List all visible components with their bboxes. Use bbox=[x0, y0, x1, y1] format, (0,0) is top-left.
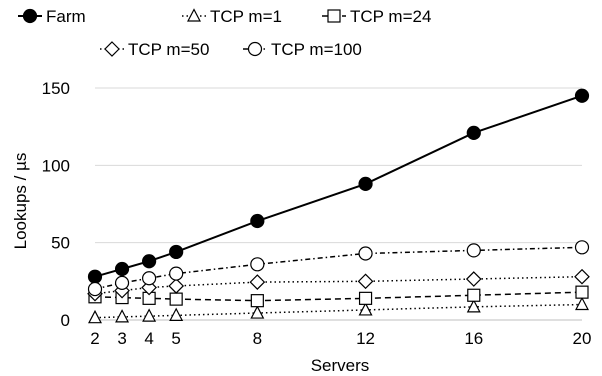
legend-marker-tcp-m-24 bbox=[327, 9, 341, 23]
data-point-farm-16 bbox=[466, 125, 481, 140]
data-point-farm-12 bbox=[358, 176, 373, 191]
x-tick-label-16: 16 bbox=[464, 329, 483, 348]
x-tick-label-8: 8 bbox=[253, 329, 262, 348]
legend-marker-tcp-m-100 bbox=[247, 41, 263, 57]
x-tick-label-20: 20 bbox=[573, 329, 592, 348]
data-point-tcp-m-100-8 bbox=[250, 257, 265, 272]
data-point-tcp-m-1-12 bbox=[358, 302, 373, 316]
x-axis-title: Servers bbox=[311, 356, 370, 375]
legend-marker-tcp-m-1 bbox=[187, 8, 201, 22]
data-point-tcp-m-50-5 bbox=[168, 278, 185, 294]
series-line-tcp-m-100 bbox=[94, 246, 583, 290]
axis-layer: 0 50 100 150 2 3 4 5 8 12 16 20 bbox=[42, 79, 592, 348]
series-layer bbox=[87, 88, 590, 324]
data-point-farm-2 bbox=[87, 269, 103, 284]
data-point-tcp-m-50-20 bbox=[574, 268, 590, 285]
data-point-tcp-m-24-5 bbox=[169, 292, 183, 306]
data-point-tcp-m-1-8 bbox=[250, 305, 265, 319]
x-tick-label-4: 4 bbox=[144, 329, 153, 348]
legend-item-tcp-m-1: TCP m=1 bbox=[182, 7, 282, 26]
data-point-tcp-m-100-20 bbox=[574, 240, 590, 255]
x-tick-label-12: 12 bbox=[356, 329, 375, 348]
data-point-farm-4 bbox=[142, 254, 157, 269]
data-point-tcp-m-1-5 bbox=[169, 307, 184, 321]
x-tick-label-3: 3 bbox=[117, 329, 126, 348]
series-line-tcp-m-1 bbox=[94, 303, 583, 319]
y-tick-label-0: 0 bbox=[61, 311, 70, 330]
legend-item-tcp-m-100: TCP m=100 bbox=[243, 40, 362, 59]
data-point-tcp-m-50-8 bbox=[249, 274, 266, 290]
legend-item-tcp-m-50: TCP m=50 bbox=[100, 40, 209, 59]
series-tcp-m-1 bbox=[88, 296, 589, 324]
series-tcp-m-50 bbox=[87, 268, 590, 302]
data-point-tcp-m-1-3 bbox=[115, 309, 130, 323]
y-tick-label-50: 50 bbox=[51, 234, 70, 253]
data-point-tcp-m-100-4 bbox=[142, 271, 157, 286]
series-tcp-m-100 bbox=[87, 240, 590, 297]
data-point-farm-3 bbox=[114, 261, 130, 277]
data-point-tcp-m-1-20 bbox=[575, 296, 589, 311]
legend-item-tcp-m-24: TCP m=24 bbox=[322, 7, 431, 26]
data-point-tcp-m-24-20 bbox=[575, 285, 589, 299]
data-point-tcp-m-24-8 bbox=[250, 294, 264, 308]
grid-layer bbox=[95, 87, 582, 244]
data-point-tcp-m-100-12 bbox=[358, 246, 373, 261]
legend: Farm TCP m=1 TCP m=24 TCP m=50 TCP m=100 bbox=[18, 7, 431, 59]
series-tcp-m-24 bbox=[88, 285, 589, 308]
data-point-tcp-m-100-3 bbox=[114, 275, 130, 290]
y-axis-title: Lookups / µs bbox=[11, 153, 30, 250]
data-point-tcp-m-1-2 bbox=[88, 309, 102, 324]
data-point-tcp-m-100-2 bbox=[87, 281, 103, 297]
data-point-tcp-m-50-12 bbox=[357, 273, 374, 290]
x-tick-label-5: 5 bbox=[171, 329, 180, 348]
series-line-tcp-m-50 bbox=[94, 275, 583, 295]
legend-marker-farm bbox=[22, 8, 38, 24]
y-tick-label-100: 100 bbox=[42, 156, 70, 175]
data-point-farm-5 bbox=[169, 244, 184, 260]
data-point-tcp-m-50-16 bbox=[465, 271, 482, 287]
legend-item-farm: Farm bbox=[18, 7, 86, 26]
series-farm bbox=[87, 88, 590, 284]
data-point-tcp-m-24-12 bbox=[358, 291, 373, 305]
data-point-tcp-m-24-16 bbox=[467, 288, 481, 302]
data-point-tcp-m-100-5 bbox=[169, 266, 184, 281]
legend-label-tcp-m-50: TCP m=50 bbox=[128, 40, 209, 59]
legend-label-tcp-m-100: TCP m=100 bbox=[271, 40, 362, 59]
data-point-farm-20 bbox=[574, 88, 590, 103]
y-tick-label-150: 150 bbox=[42, 79, 70, 98]
legend-marker-tcp-m-50 bbox=[104, 41, 120, 57]
legend-label-tcp-m-1: TCP m=1 bbox=[210, 7, 282, 26]
legend-label-tcp-m-24: TCP m=24 bbox=[350, 7, 431, 26]
x-tick-label-2: 2 bbox=[90, 329, 99, 348]
data-point-tcp-m-1-16 bbox=[466, 299, 481, 313]
data-point-tcp-m-100-16 bbox=[466, 243, 481, 258]
legend-label-farm: Farm bbox=[46, 7, 86, 26]
series-line-tcp-m-24 bbox=[94, 291, 583, 302]
data-point-farm-8 bbox=[250, 213, 265, 229]
data-point-tcp-m-1-4 bbox=[142, 308, 157, 322]
